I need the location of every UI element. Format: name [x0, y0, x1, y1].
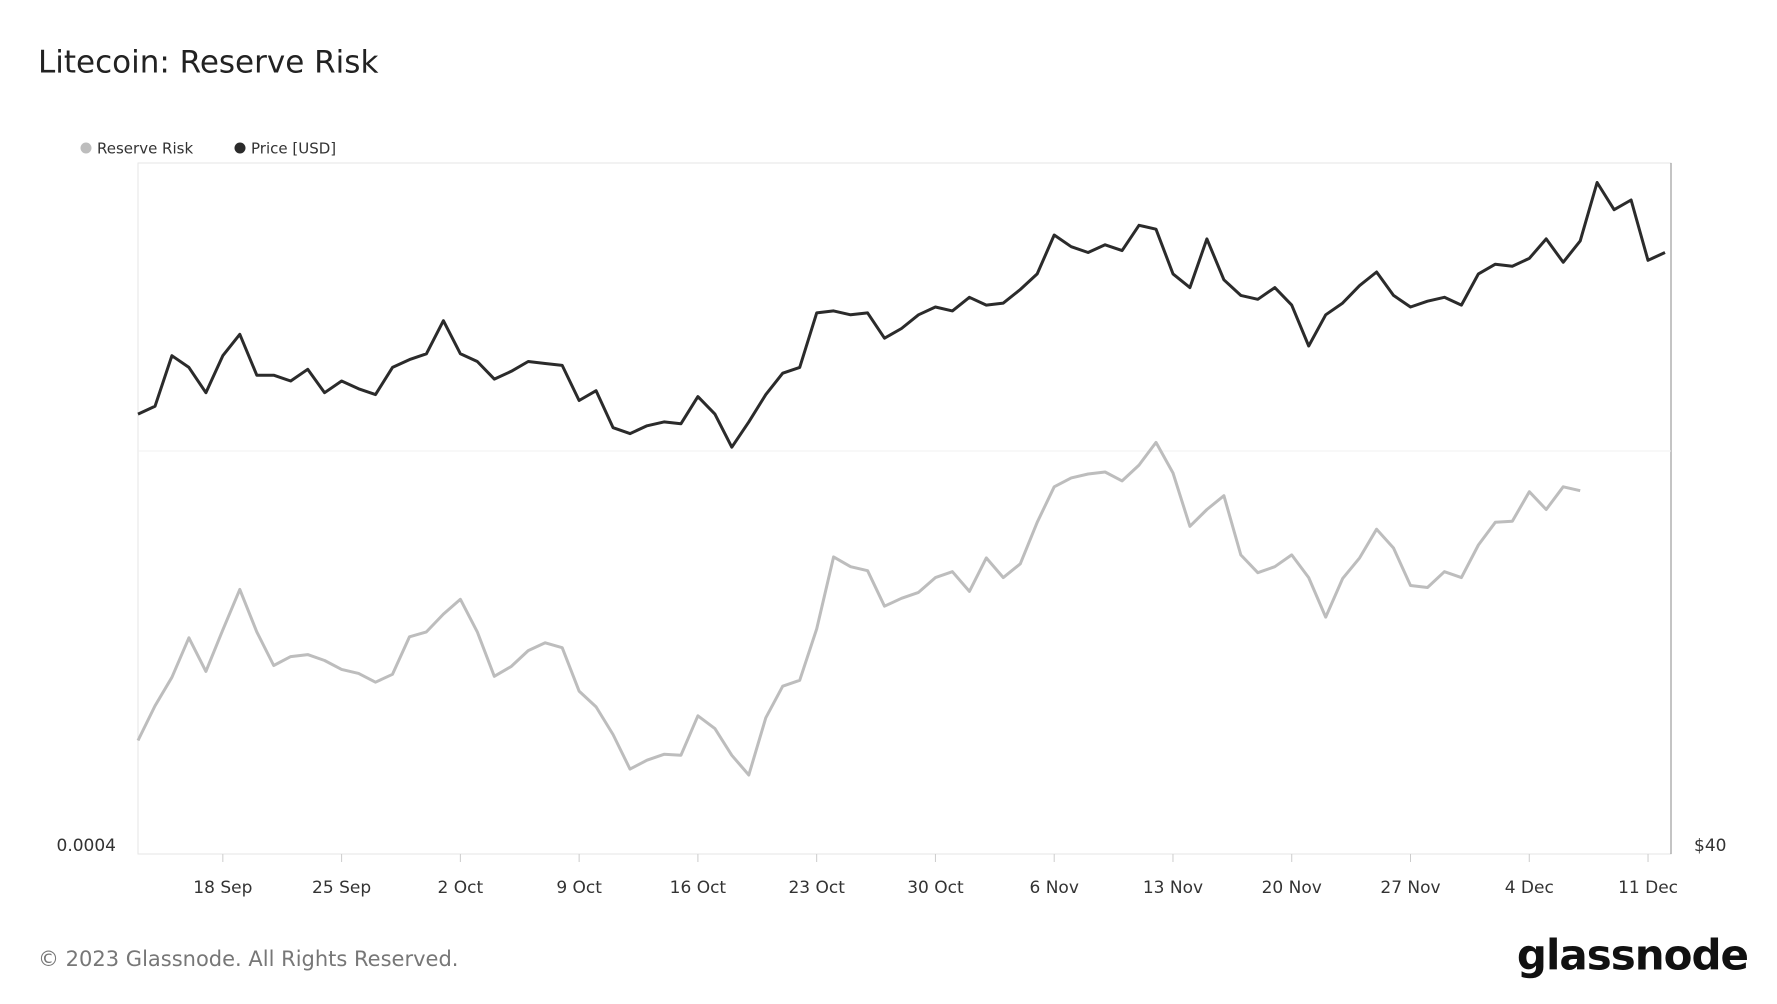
x-tick-label: 6 Nov	[1029, 878, 1078, 898]
logo: glassnode	[1517, 931, 1748, 980]
y2-tick-label: $40	[1694, 836, 1726, 856]
copyright: © 2023 Glassnode. All Rights Reserved.	[38, 947, 458, 971]
x-tick-label: 23 Oct	[788, 878, 845, 898]
x-tick-label: 25 Sep	[312, 878, 371, 898]
legend-label: Reserve Risk	[97, 140, 193, 158]
x-tick-label: 13 Nov	[1143, 878, 1203, 898]
legend-marker	[80, 142, 92, 154]
series-line	[136, 440, 1581, 777]
x-tick-label: 11 Dec	[1618, 878, 1678, 898]
x-tick-label: 27 Nov	[1380, 878, 1440, 898]
legend-marker	[234, 142, 246, 154]
x-tick-label: 16 Oct	[670, 878, 727, 898]
x-tick-label: 2 Oct	[438, 878, 484, 898]
plot-frame	[137, 162, 1672, 855]
chart-title: Litecoin: Reserve Risk	[38, 45, 378, 81]
x-tick-label: 30 Oct	[907, 878, 964, 898]
x-tick-label: 9 Oct	[556, 878, 602, 898]
y-tick-label: 0.0004	[57, 836, 116, 856]
x-tick-label: 4 Dec	[1505, 878, 1554, 898]
x-tick-label: 20 Nov	[1262, 878, 1322, 898]
x-tick-label: 18 Sep	[193, 878, 252, 898]
series-line	[137, 181, 1666, 449]
legend-label: Price [USD]	[251, 140, 336, 158]
